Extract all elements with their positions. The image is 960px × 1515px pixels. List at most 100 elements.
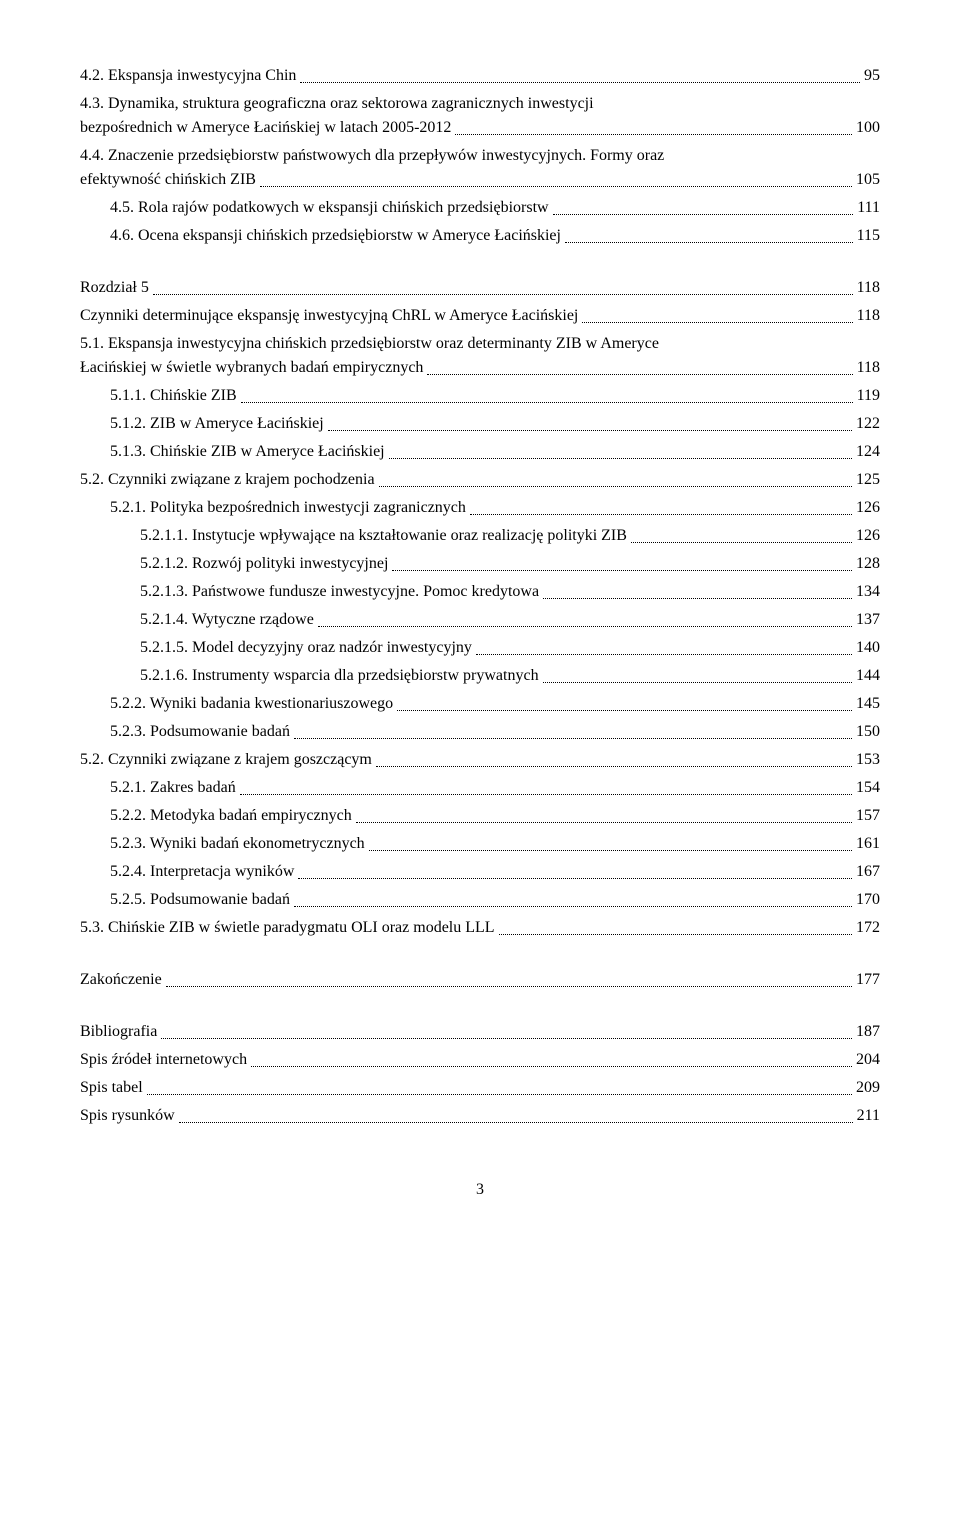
- toc-entry-page: 118: [857, 356, 880, 380]
- toc-leader: [318, 610, 852, 627]
- toc-leader: [153, 278, 853, 295]
- toc-gap: [80, 996, 880, 1016]
- toc-entry-title: Czynniki determinujące ekspansję inwesty…: [80, 304, 578, 328]
- toc-entry: 5.2.4. Interpretacja wyników167: [110, 860, 880, 884]
- toc-entry-page: 95: [864, 64, 880, 88]
- toc-leader: [553, 198, 854, 215]
- toc-entry: 5.1. Ekspansja inwestycyjna chińskich pr…: [80, 332, 880, 380]
- toc-entry-line: 4.3. Dynamika, struktura geograficzna or…: [80, 92, 880, 116]
- toc-entry-title: 5.2.2. Wyniki badania kwestionariuszoweg…: [110, 692, 393, 716]
- toc-entry: 5.2.2. Metodyka badań empirycznych 157: [110, 804, 880, 828]
- toc-leader: [499, 918, 852, 935]
- toc-entry-page: 204: [856, 1048, 880, 1072]
- toc-entry: 5.3. Chińskie ZIB w świetle paradygmatu …: [80, 916, 880, 940]
- toc-entry-title: Rozdział 5: [80, 276, 149, 300]
- toc-entry-title: Spis tabel: [80, 1076, 143, 1100]
- toc-leader: [476, 638, 852, 655]
- toc-entry-page: 157: [856, 804, 880, 828]
- toc-leader: [294, 890, 852, 907]
- toc-leader: [298, 862, 852, 879]
- toc-entry-page: 100: [856, 116, 880, 140]
- toc-leader: [470, 498, 852, 515]
- toc-entry-title: 5.2.1.1. Instytucje wpływające na kształ…: [140, 524, 627, 548]
- toc-entry: 5.2.3. Wyniki badań ekonometrycznych161: [110, 832, 880, 856]
- toc-entry-page: 126: [856, 496, 880, 520]
- toc-entry-page: 150: [856, 720, 880, 744]
- toc-entry-page: 167: [856, 860, 880, 884]
- toc-entry-title: 5.2.1. Polityka bezpośrednich inwestycji…: [110, 496, 466, 520]
- toc-entry-page: 161: [856, 832, 880, 856]
- toc-leader: [356, 806, 852, 823]
- toc-gap: [80, 252, 880, 272]
- toc-entry-page: 153: [856, 748, 880, 772]
- toc-entry-line: 4.4. Znaczenie przedsiębiorstw państwowy…: [80, 144, 880, 168]
- toc-leader: [379, 470, 852, 487]
- toc-entry-page: 128: [856, 552, 880, 576]
- toc-entry: 4.6. Ocena ekspansji chińskich przedsięb…: [110, 224, 880, 248]
- toc-leader: [455, 118, 852, 135]
- toc-leader: [389, 442, 852, 459]
- toc-entry-page: 118: [857, 276, 880, 300]
- toc-entry-page: 154: [856, 776, 880, 800]
- toc-entry-title: efektywność chińskich ZIB: [80, 168, 256, 192]
- toc-entry: 5.2.1.5. Model decyzyjny oraz nadzór inw…: [140, 636, 880, 660]
- toc-entry-title: 5.2.3. Podsumowanie badań: [110, 720, 290, 744]
- toc-entry-title: 5.3. Chińskie ZIB w świetle paradygmatu …: [80, 916, 495, 940]
- toc-entry-line: 5.1. Ekspansja inwestycyjna chińskich pr…: [80, 332, 880, 356]
- toc-leader: [543, 582, 852, 599]
- toc-entry-page: 134: [856, 580, 880, 604]
- toc-leader: [179, 1106, 853, 1123]
- toc-entry-page: 209: [856, 1076, 880, 1100]
- toc-entry-title: 5.2.1.6. Instrumenty wsparcia dla przeds…: [140, 664, 539, 688]
- toc-leader: [166, 970, 852, 987]
- toc-entry: 5.2.3. Podsumowanie badań 150: [110, 720, 880, 744]
- toc-entry-page: 172: [856, 916, 880, 940]
- toc-entry-title: Spis źródeł internetowych: [80, 1048, 247, 1072]
- toc-entry-title: 5.1.2. ZIB w Ameryce Łacińskiej: [110, 412, 324, 436]
- toc-entry-page: 111: [857, 196, 880, 220]
- toc-entry-title: Spis rysunków: [80, 1104, 175, 1128]
- toc-entry: 5.2.1.1. Instytucje wpływające na kształ…: [140, 524, 880, 548]
- toc-entry-title: 5.2.5. Podsumowanie badań: [110, 888, 290, 912]
- page-number: 3: [80, 1178, 880, 1202]
- toc-leader: [294, 722, 852, 739]
- toc-entry-page: 177: [856, 968, 880, 992]
- toc-entry-page: 115: [857, 224, 880, 248]
- toc-leader: [397, 694, 852, 711]
- toc-entry: 4.5. Rola rajów podatkowych w ekspansji …: [110, 196, 880, 220]
- toc-entry-page: 119: [857, 384, 880, 408]
- toc-leader: [376, 750, 852, 767]
- toc-gap: [80, 944, 880, 964]
- toc-entry: Spis źródeł internetowych 204: [80, 1048, 880, 1072]
- toc-entry-title: bezpośrednich w Ameryce Łacińskiej w lat…: [80, 116, 451, 140]
- toc-entry: 5.2.1.4. Wytyczne rządowe 137: [140, 608, 880, 632]
- toc-entry-title: 5.2.1.4. Wytyczne rządowe: [140, 608, 314, 632]
- toc-entry: 5.2.1. Zakres badań154: [110, 776, 880, 800]
- toc-entry-page: 118: [857, 304, 880, 328]
- toc-entry-page: 105: [856, 168, 880, 192]
- toc-entry: Zakończenie177: [80, 968, 880, 992]
- toc-entry-title: Bibliografia: [80, 1020, 157, 1044]
- toc-entry-page: 187: [856, 1020, 880, 1044]
- toc-entry-page: 144: [856, 664, 880, 688]
- toc-entry-title: 5.2.1.5. Model decyzyjny oraz nadzór inw…: [140, 636, 472, 660]
- toc-entry-page: 145: [856, 692, 880, 716]
- toc-entry-title: 4.2. Ekspansja inwestycyjna Chin: [80, 64, 296, 88]
- toc-entry-title: 5.1.1. Chińskie ZIB: [110, 384, 237, 408]
- toc-entry-page: 137: [856, 608, 880, 632]
- toc-entry: 5.2.2. Wyniki badania kwestionariuszoweg…: [110, 692, 880, 716]
- toc-entry-page: 170: [856, 888, 880, 912]
- toc-entry: Spis rysunków211: [80, 1104, 880, 1128]
- toc-leader: [260, 170, 852, 187]
- toc-entry: Spis tabel 209: [80, 1076, 880, 1100]
- toc-entry-page: 124: [856, 440, 880, 464]
- toc-entry: Czynniki determinujące ekspansję inwesty…: [80, 304, 880, 328]
- toc-entry-title: 5.2. Czynniki związane z krajem goszcząc…: [80, 748, 372, 772]
- toc-entry: 5.2. Czynniki związane z krajem goszcząc…: [80, 748, 880, 772]
- toc-entry: 5.1.2. ZIB w Ameryce Łacińskiej122: [110, 412, 880, 436]
- toc-leader: [241, 386, 853, 403]
- toc-entry-title: 5.2.2. Metodyka badań empirycznych: [110, 804, 352, 828]
- toc-entry-title: 5.2.1.3. Państwowe fundusze inwestycyjne…: [140, 580, 539, 604]
- toc-entry: 5.2.5. Podsumowanie badań 170: [110, 888, 880, 912]
- toc-entry: 5.2.1. Polityka bezpośrednich inwestycji…: [110, 496, 880, 520]
